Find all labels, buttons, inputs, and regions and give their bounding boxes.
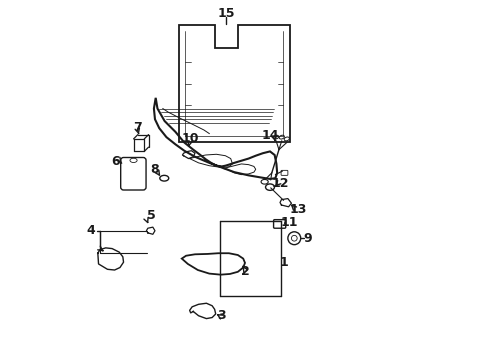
Text: 2: 2 [242, 265, 250, 278]
Text: 14: 14 [261, 129, 279, 142]
Text: 13: 13 [290, 203, 307, 216]
Text: 1: 1 [279, 256, 288, 269]
Text: 11: 11 [281, 216, 298, 229]
Text: 4: 4 [86, 224, 95, 237]
Text: 10: 10 [182, 132, 199, 145]
Text: 6: 6 [111, 154, 120, 167]
Text: 3: 3 [217, 309, 225, 321]
Text: 5: 5 [147, 209, 155, 222]
Text: 9: 9 [303, 232, 312, 245]
Text: 7: 7 [133, 121, 142, 134]
Text: 8: 8 [150, 163, 159, 176]
Text: 12: 12 [272, 177, 290, 190]
Text: 15: 15 [218, 8, 235, 21]
